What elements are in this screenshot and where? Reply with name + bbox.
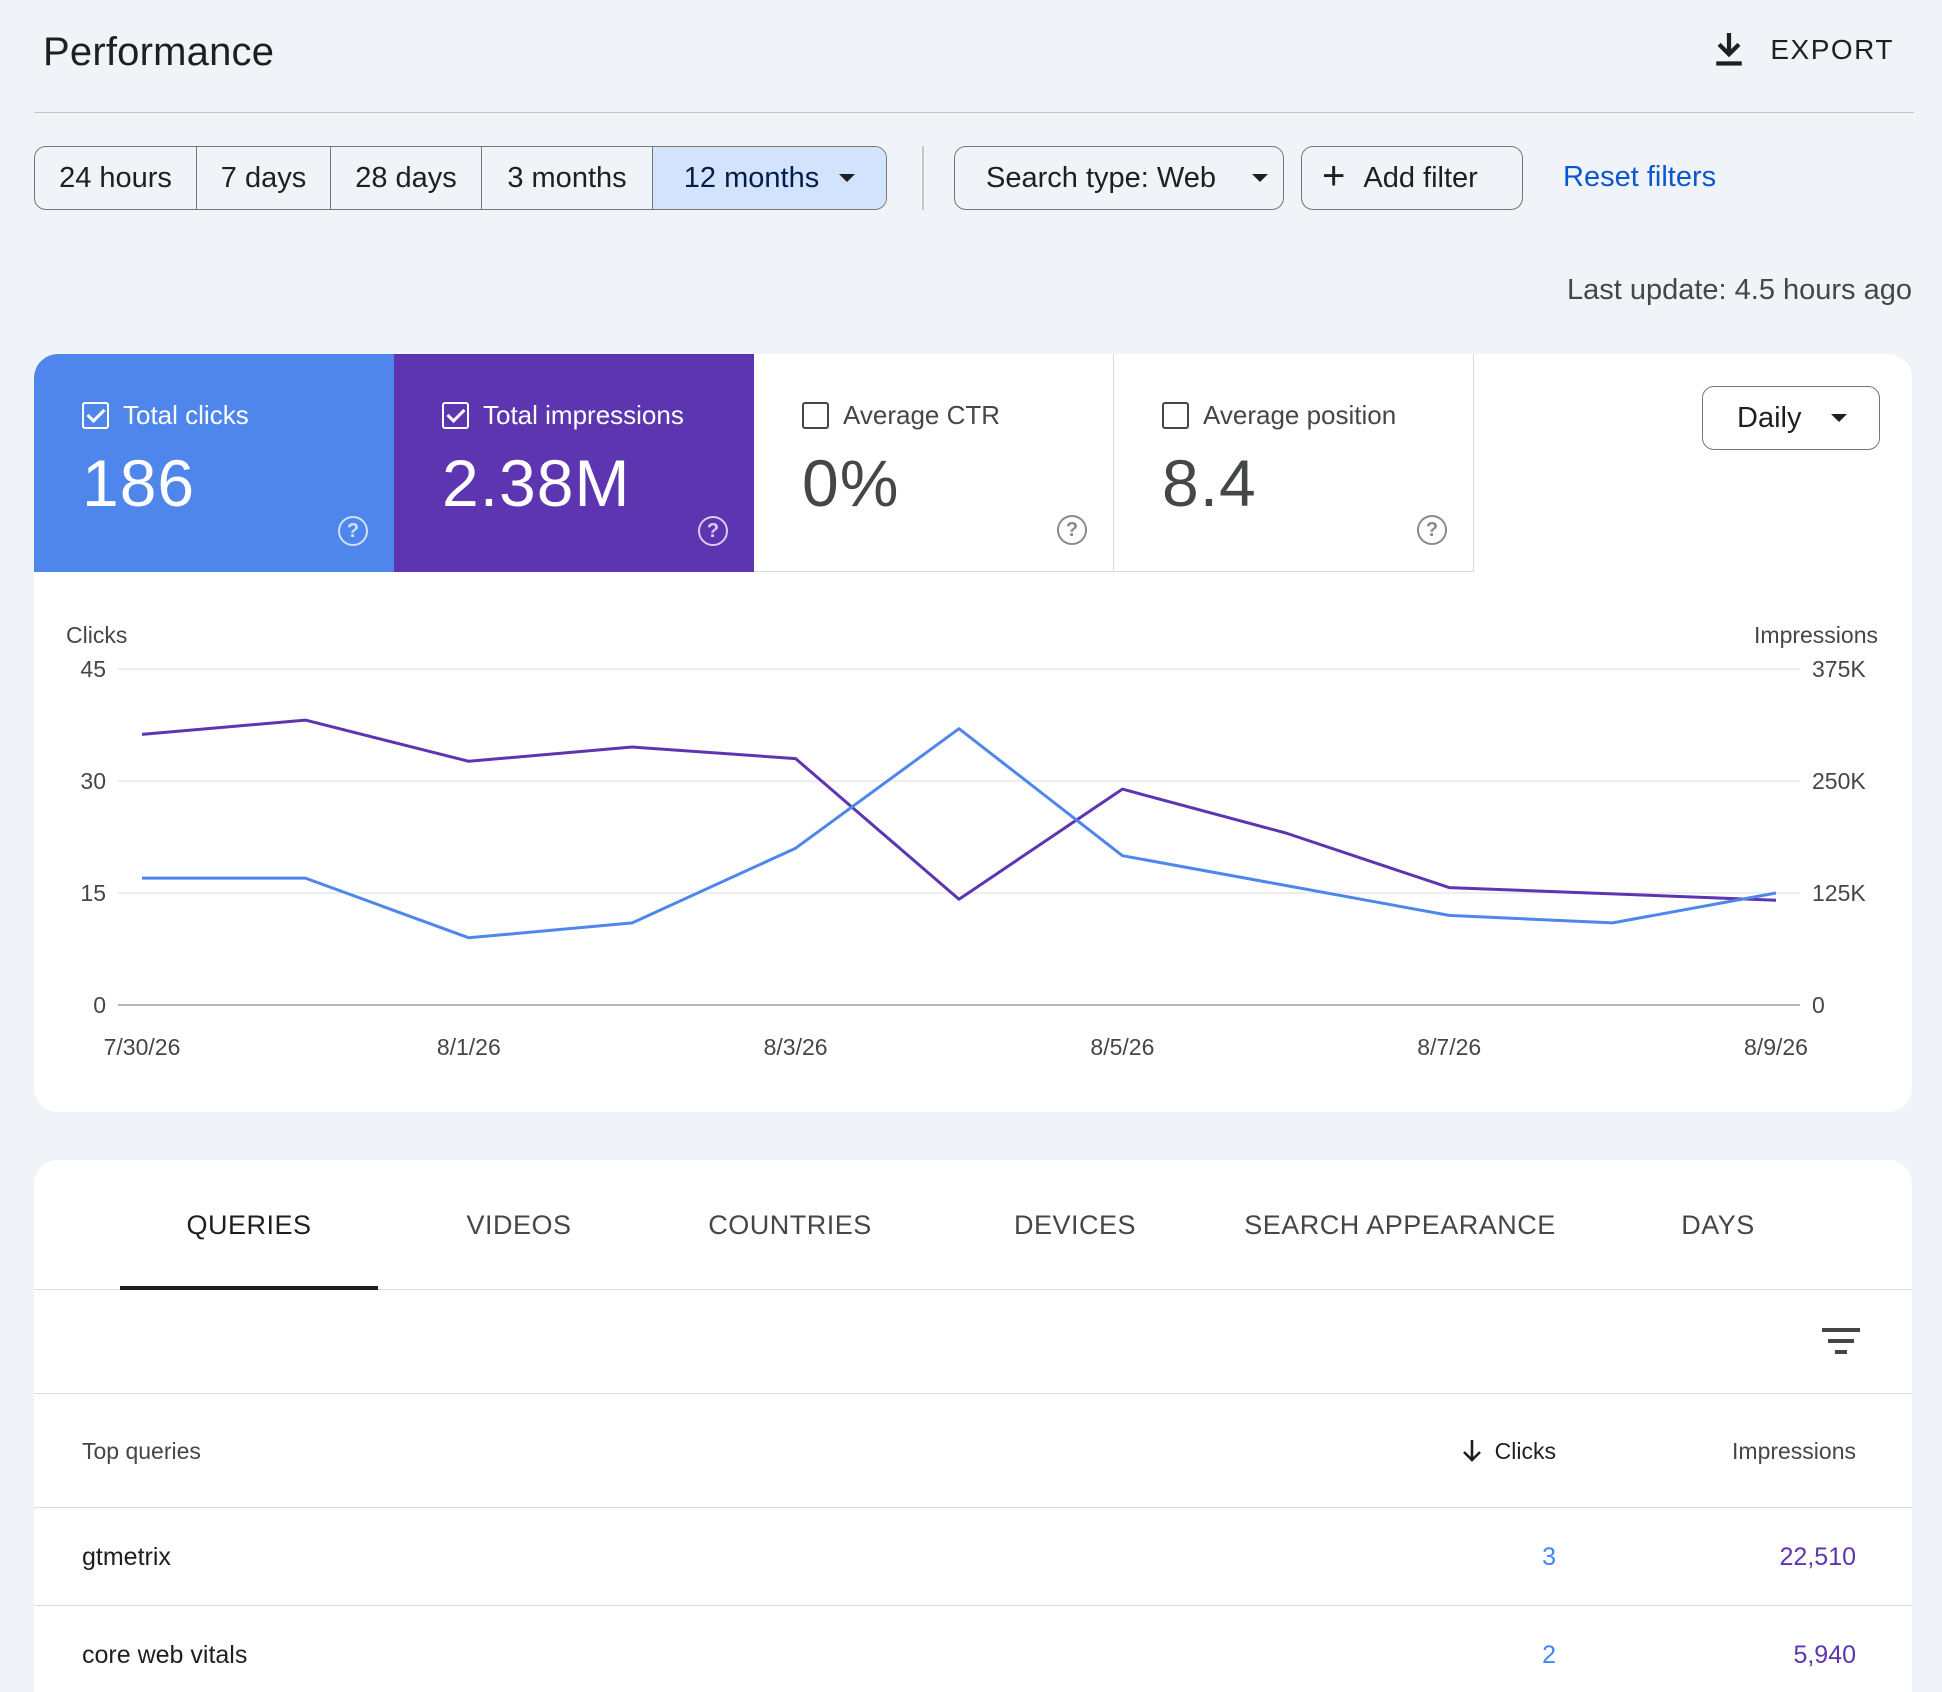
page-header: Performance EXPORT <box>34 0 1914 113</box>
query-cell: gtmetrix <box>82 1542 171 1571</box>
tab-devices[interactable]: DEVICES <box>1013 1209 1137 1240</box>
right-axis-title: Impressions <box>1754 622 1878 648</box>
filter-list-icon[interactable] <box>1822 1326 1860 1356</box>
download-icon <box>1716 33 1743 66</box>
table-row[interactable]: core web vitals 2 5,940 <box>34 1606 1912 1692</box>
export-button[interactable]: EXPORT <box>1712 28 1894 72</box>
range-3-months[interactable]: 3 months <box>482 147 653 209</box>
search-type-dropdown[interactable]: Search type: Web <box>954 146 1284 210</box>
metric-value: 0% <box>802 446 900 520</box>
caret-down-icon <box>1251 174 1268 182</box>
tab-search-appearance[interactable]: SEARCH APPEARANCE <box>1244 1209 1556 1240</box>
clicks-cell: 3 <box>1542 1542 1556 1571</box>
range-12-months[interactable]: 12 months <box>653 147 886 209</box>
metric-label: Total clicks <box>123 400 249 430</box>
column-header-clicks[interactable]: Clicks <box>1461 1394 1556 1508</box>
metric-average-ctr[interactable]: Average CTR 0% ? <box>754 354 1114 572</box>
granularity-dropdown[interactable]: Daily <box>1702 386 1880 450</box>
search-type-label: Search type: Web <box>986 161 1216 194</box>
series-line-impressions <box>141 718 1777 902</box>
help-icon[interactable]: ? <box>1417 515 1447 545</box>
metric-value: 8.4 <box>1162 446 1257 520</box>
left-tick-label: 45 <box>80 656 106 682</box>
checkbox-unchecked-icon[interactable] <box>802 402 829 429</box>
left-tick-label: 30 <box>80 768 106 794</box>
right-tick-label: 125K <box>1812 880 1866 906</box>
add-filter-button[interactable]: + Add filter <box>1301 146 1523 210</box>
filter-divider <box>922 146 924 210</box>
metric-total-impressions[interactable]: Total impressions 2.38M ? <box>394 354 754 572</box>
x-tick-label: 8/1/26 <box>437 1034 501 1060</box>
impressions-cell: 5,940 <box>1793 1640 1856 1669</box>
metric-label: Total impressions <box>483 400 684 430</box>
dimensions-table-card: QUERIES VIDEOS COUNTRIES DEVICES SEARCH … <box>34 1160 1912 1692</box>
left-tick-label: 0 <box>93 992 106 1018</box>
metric-value: 2.38M <box>442 446 631 520</box>
performance-chart-card: Total clicks 186 ? Total impressions 2.3… <box>34 354 1912 1112</box>
help-icon[interactable]: ? <box>698 516 728 546</box>
metric-label: Average position <box>1203 400 1397 430</box>
page-title: Performance <box>43 30 275 74</box>
last-update-text: Last update: 4.5 hours ago <box>1566 274 1912 306</box>
x-tick-label: 7/30/26 <box>104 1034 181 1060</box>
range-7-days[interactable]: 7 days <box>197 147 331 209</box>
checkbox-checked-icon[interactable] <box>82 402 109 429</box>
granularity-label: Daily <box>1737 401 1802 434</box>
impressions-cell: 22,510 <box>1779 1542 1856 1571</box>
column-header-query[interactable]: Top queries <box>82 1437 201 1464</box>
table-header-row: Top queries Clicks Impressions <box>34 1394 1912 1508</box>
metric-label: Average CTR <box>843 400 1001 430</box>
query-cell: core web vitals <box>82 1640 248 1669</box>
tab-countries[interactable]: COUNTRIES <box>708 1209 872 1240</box>
help-icon[interactable]: ? <box>338 516 368 546</box>
x-tick-label: 8/5/26 <box>1090 1034 1154 1060</box>
performance-line-chart: Clicks Impressions 45 375K 30 250K 15 125K 0 0 7/3… <box>66 622 1878 1060</box>
checkbox-checked-icon[interactable] <box>442 402 469 429</box>
date-range-selector: 24 hours 7 days 28 days 3 months 12 mont… <box>34 146 887 210</box>
range-12-months-label: 12 months <box>683 161 820 194</box>
tab-queries[interactable]: QUERIES <box>120 1160 378 1290</box>
column-header-clicks-label: Clicks <box>1494 1437 1556 1464</box>
metric-value: 186 <box>82 446 196 520</box>
x-tick-label: 8/9/26 <box>1744 1034 1808 1060</box>
add-filter-label: Add filter <box>1363 161 1478 194</box>
range-24-hours[interactable]: 24 hours <box>35 147 197 209</box>
dimension-tabs: QUERIES VIDEOS COUNTRIES DEVICES SEARCH … <box>34 1160 1912 1290</box>
right-tick-label: 0 <box>1812 992 1825 1018</box>
plus-icon: + <box>1322 154 1346 198</box>
right-tick-label: 250K <box>1812 768 1866 794</box>
range-28-days[interactable]: 28 days <box>331 147 482 209</box>
left-tick-label: 15 <box>80 880 106 906</box>
metric-total-clicks[interactable]: Total clicks 186 ? <box>34 354 394 572</box>
reset-filters-link[interactable]: Reset filters <box>1563 161 1717 193</box>
x-tick-label: 8/7/26 <box>1417 1034 1481 1060</box>
right-tick-label: 375K <box>1812 656 1866 682</box>
export-label: EXPORT <box>1770 34 1894 65</box>
caret-down-icon <box>839 174 856 182</box>
help-icon[interactable]: ? <box>1057 515 1087 545</box>
arrow-down-icon <box>1462 1440 1481 1462</box>
table-toolbar <box>34 1290 1912 1394</box>
column-header-impressions[interactable]: Impressions <box>1732 1437 1856 1464</box>
caret-down-icon <box>1831 414 1848 422</box>
tab-days[interactable]: DAYS <box>1681 1209 1755 1240</box>
clicks-cell: 2 <box>1542 1640 1556 1669</box>
table-row[interactable]: gtmetrix 3 22,510 <box>34 1508 1912 1606</box>
tab-videos[interactable]: VIDEOS <box>466 1209 572 1240</box>
x-tick-label: 8/3/26 <box>764 1034 828 1060</box>
left-axis-title: Clicks <box>66 622 127 648</box>
metric-average-position[interactable]: Average position 8.4 ? <box>1114 354 1474 572</box>
checkbox-unchecked-icon[interactable] <box>1162 402 1189 429</box>
series-line-clicks <box>142 727 1777 940</box>
